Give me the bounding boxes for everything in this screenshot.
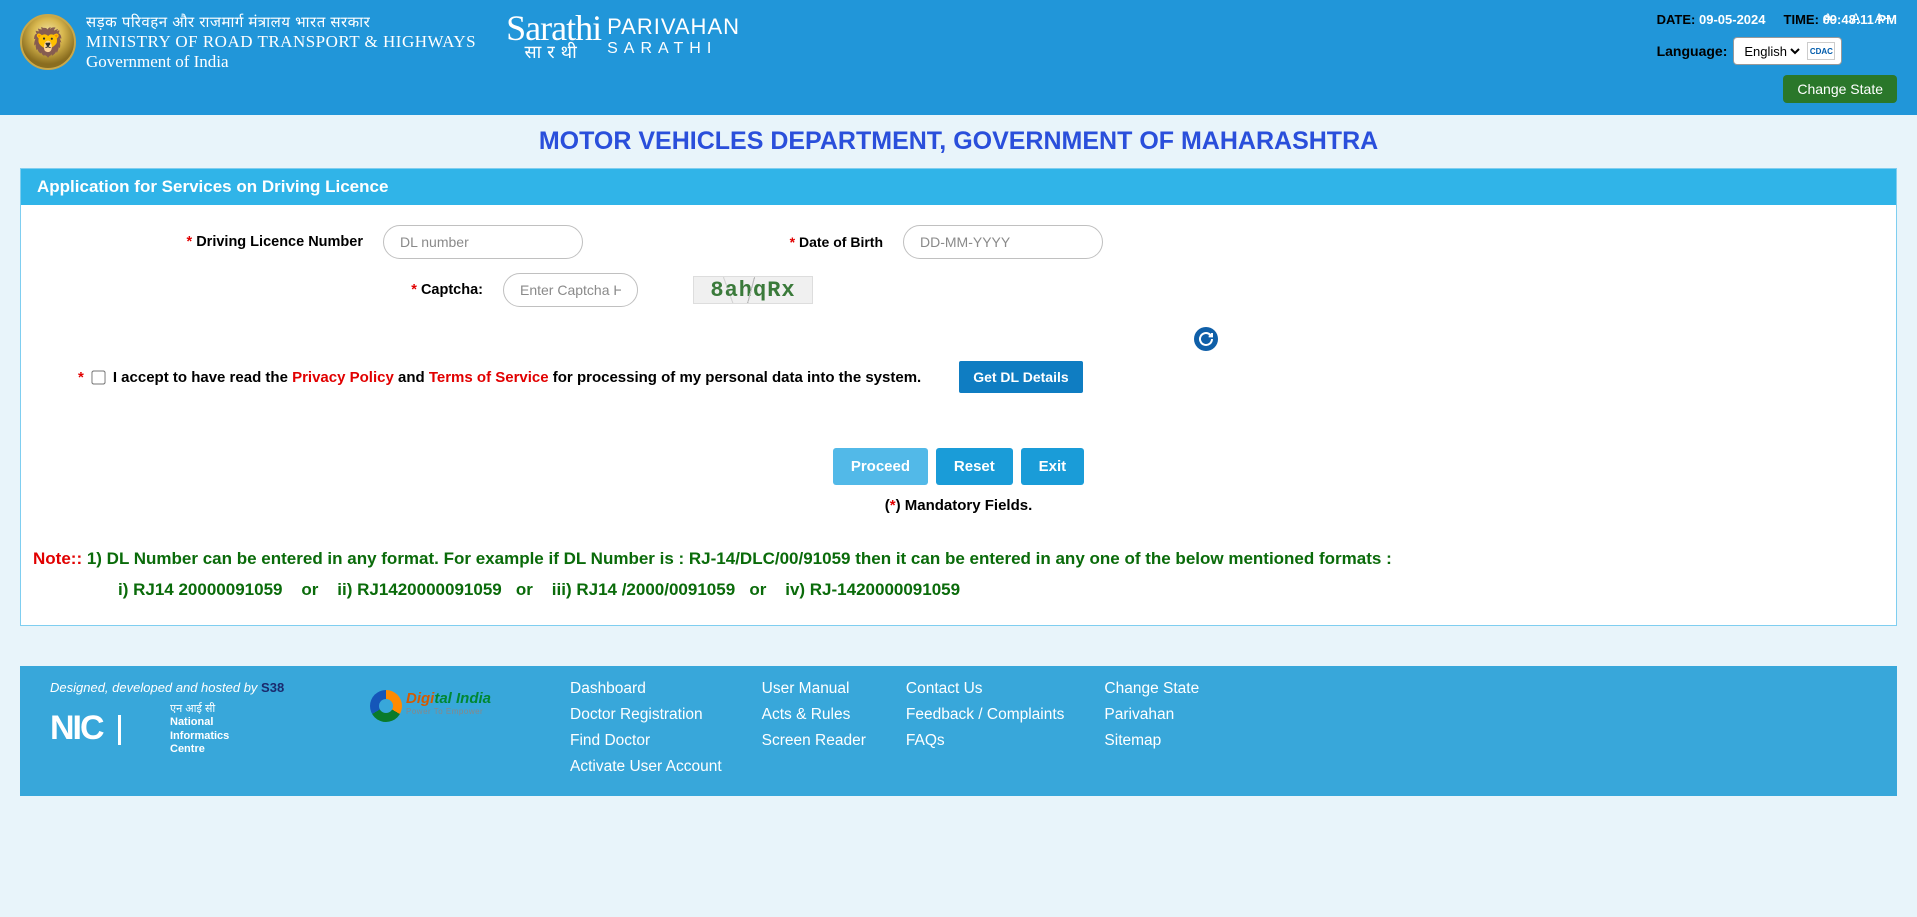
tos-link[interactable]: Terms of Service	[429, 369, 549, 386]
footer-link-doctor-registration[interactable]: Doctor Registration	[570, 706, 722, 724]
consent-prefix: I accept to have read the	[113, 369, 292, 386]
font-normal-button[interactable]: A	[1851, 10, 1860, 26]
government-of-india-text: Government of India	[86, 52, 476, 72]
department-title: MOTOR VEHICLES DEPARTMENT, GOVERNMENT OF…	[0, 115, 1917, 168]
s3-text: S38	[261, 680, 284, 695]
captcha-label: Captcha:	[421, 282, 483, 298]
dob-label: Date of Birth	[799, 234, 883, 250]
proceed-button[interactable]: Proceed	[833, 448, 928, 485]
reset-button[interactable]: Reset	[936, 448, 1013, 485]
language-select[interactable]: English	[1740, 43, 1803, 60]
captcha-image: 8ahqRx	[693, 276, 813, 304]
footer-link-contact-us[interactable]: Contact Us	[906, 680, 1065, 698]
consent-and: and	[394, 369, 429, 386]
consent-checkbox[interactable]	[91, 370, 105, 384]
mandatory-note: (*) Mandatory Fields.	[33, 497, 1884, 514]
refresh-captcha-icon[interactable]	[1194, 327, 1218, 351]
digital-india-icon	[370, 690, 402, 722]
footer-col-4: Change State Parivahan Sitemap	[1104, 680, 1199, 776]
footer-link-sitemap[interactable]: Sitemap	[1104, 732, 1199, 750]
note-line1: 1) DL Number can be entered in any forma…	[87, 549, 1392, 568]
dl-number-label: Driving Licence Number	[196, 234, 363, 250]
time-label: TIME:	[1784, 12, 1819, 27]
language-select-wrapper: English CDAC	[1733, 37, 1842, 65]
nic-logo-icon: NIC	[50, 709, 160, 751]
sarathi-text: SARATHI	[607, 40, 740, 58]
privacy-policy-link[interactable]: Privacy Policy	[292, 369, 394, 386]
consent-suffix: for processing of my personal data into …	[549, 369, 922, 386]
footer-col-2: User Manual Acts & Rules Screen Reader	[762, 680, 866, 776]
footer-link-user-manual[interactable]: User Manual	[762, 680, 866, 698]
nic-line3: Centre	[170, 743, 205, 755]
get-dl-details-button[interactable]: Get DL Details	[959, 361, 1082, 393]
date-value: 09-05-2024	[1699, 12, 1766, 27]
svg-text:NIC: NIC	[50, 709, 104, 747]
note-label: Note::	[33, 549, 82, 568]
language-label: Language:	[1657, 43, 1728, 59]
dob-input[interactable]	[903, 225, 1103, 259]
font-decrease-button[interactable]: A-	[1823, 10, 1837, 26]
sarathi-logo-block: Sarathiसारथी PARIVAHAN SARATHI	[506, 12, 740, 61]
footer-link-dashboard[interactable]: Dashboard	[570, 680, 722, 698]
nic-hindi: एन आई सी	[170, 703, 229, 716]
govt-emblem-icon: 🦁	[20, 14, 76, 70]
footer-link-change-state[interactable]: Change State	[1104, 680, 1199, 698]
ministry-logo-block: 🦁 सड़क परिवहन और राजमार्ग मंत्रालय भारत …	[20, 12, 476, 72]
footer-link-faqs[interactable]: FAQs	[906, 732, 1065, 750]
parivahan-text: PARIVAHAN	[607, 14, 740, 40]
footer-link-screen-reader[interactable]: Screen Reader	[762, 732, 866, 750]
footer-link-parivahan[interactable]: Parivahan	[1104, 706, 1199, 724]
captcha-input[interactable]	[503, 273, 638, 307]
cdac-icon: CDAC	[1807, 42, 1835, 60]
panel-header: Application for Services on Driving Lice…	[21, 169, 1896, 205]
nic-line1: National	[170, 716, 213, 728]
footer-link-acts-rules[interactable]: Acts & Rules	[762, 706, 866, 724]
developed-by-text: Designed, developed and hosted by	[50, 680, 261, 695]
footer-col-3: Contact Us Feedback / Complaints FAQs	[906, 680, 1065, 776]
dl-services-panel: Application for Services on Driving Lice…	[20, 168, 1897, 626]
footer-link-feedback[interactable]: Feedback / Complaints	[906, 706, 1065, 724]
footer-link-activate-user[interactable]: Activate User Account	[570, 758, 722, 776]
digital-india-subtitle: Power To Empower	[406, 707, 491, 716]
footer-col-1: Dashboard Doctor Registration Find Docto…	[570, 680, 722, 776]
nic-logo-block: NIC एन आई सी National Informatics Centre	[50, 703, 330, 756]
date-label: DATE:	[1657, 12, 1696, 27]
change-state-button[interactable]: Change State	[1783, 75, 1897, 103]
top-header: A- A A+ 🦁 सड़क परिवहन और राजमार्ग मंत्रा…	[0, 0, 1917, 115]
exit-button[interactable]: Exit	[1021, 448, 1085, 485]
note-line2: i) RJ14 20000091059 or ii) RJ14200000910…	[33, 575, 1884, 606]
footer-link-find-doctor[interactable]: Find Doctor	[570, 732, 722, 750]
ministry-hindi-text: सड़क परिवहन और राजमार्ग मंत्रालय भारत सर…	[86, 12, 476, 32]
footer: Designed, developed and hosted by S38 NI…	[20, 666, 1897, 796]
digital-india-block: Digital India Power To Empower	[370, 680, 530, 776]
nic-line2: Informatics	[170, 730, 229, 742]
font-increase-button[interactable]: A+	[1874, 10, 1892, 26]
dl-number-input[interactable]	[383, 225, 583, 259]
ministry-english-text: MINISTRY OF ROAD TRANSPORT & HIGHWAYS	[86, 32, 476, 52]
font-size-controls: A- A A+	[1823, 10, 1892, 26]
